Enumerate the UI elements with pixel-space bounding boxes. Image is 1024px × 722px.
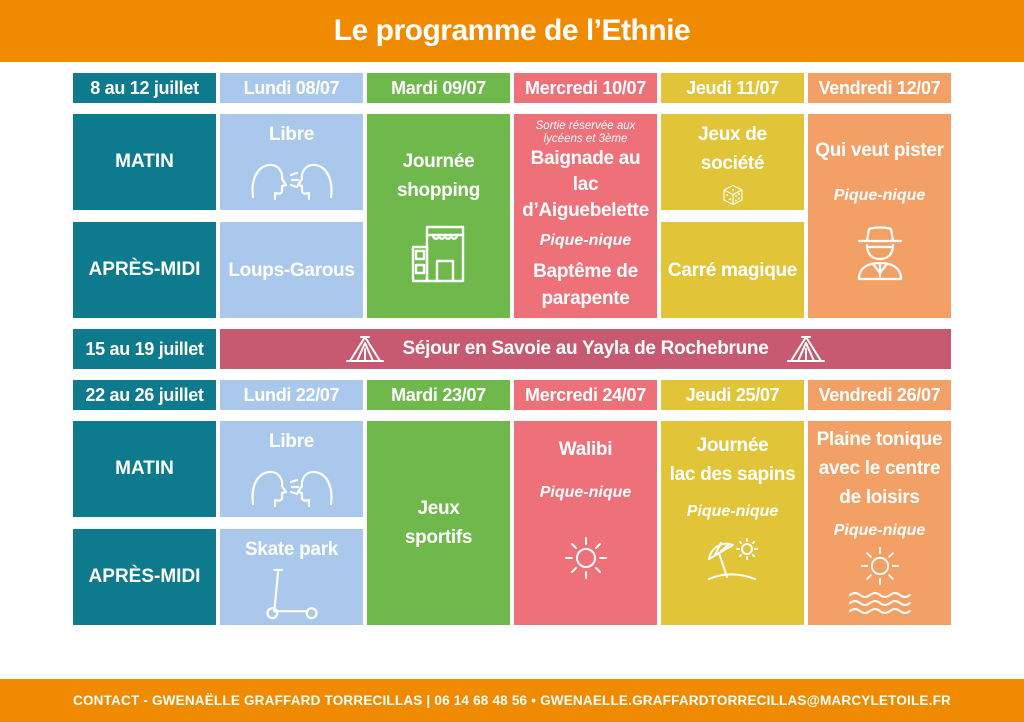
week3-range: 22 au 26 juillet — [73, 380, 216, 410]
page-title: Le programme de l’Ethnie — [0, 0, 1024, 62]
picnic-label: Pique-nique — [686, 503, 779, 520]
apres-midi-label: APRÈS-MIDI — [88, 566, 201, 587]
contact-footer: CONTACT - GWENAËLLE GRAFFARD TORRECILLAS… — [0, 679, 1024, 722]
week1-range: 8 au 12 juillet — [73, 73, 216, 103]
activity-line: Jeux — [417, 498, 460, 519]
waves-icon — [848, 592, 911, 614]
activity-line: Baptême de — [533, 261, 638, 282]
activity-title: Walibi — [558, 439, 613, 460]
activity-title: Loups-Garous — [228, 259, 355, 281]
activity-title: Libre — [269, 124, 314, 145]
week3-apres-label: APRÈS-MIDI — [73, 529, 216, 625]
shop-icon — [411, 225, 464, 283]
week1-day-lundi: Lundi 08/07 — [220, 73, 363, 103]
matin-label: MATIN — [115, 151, 174, 172]
activity-line: Journée — [696, 435, 769, 456]
activity-line: Plaine tonique — [816, 429, 943, 450]
activity-line: Baignade au lac — [530, 148, 641, 195]
picnic-label: Pique-nique — [833, 522, 926, 539]
talking-heads-icon — [250, 163, 333, 201]
sun-icon — [564, 537, 607, 579]
apres-midi-label: APRÈS-MIDI — [88, 259, 201, 280]
week3-lundi-matin: Libre — [220, 421, 363, 517]
week3-vendredi: Plaine tonique avec le centre de loisirs… — [808, 421, 951, 625]
activity-line: d’Aiguebelette — [522, 200, 649, 221]
activity-line: avec le centre — [818, 458, 941, 479]
week3-day-lundi: Lundi 22/07 — [220, 380, 363, 410]
week1-mardi: Journée shopping — [367, 114, 510, 318]
week3-matin-label: MATIN — [73, 421, 216, 517]
week3-mercredi: Walibi Pique-nique — [514, 421, 657, 625]
activity-title: Skate park — [244, 539, 339, 560]
tent-icon — [786, 336, 825, 362]
week2-sejour: Séjour en Savoie au Yayla de Rochebrune — [220, 329, 951, 369]
picnic-label: Pique-nique — [539, 232, 632, 249]
activity-title: Qui veut pister — [815, 140, 944, 161]
beach-umbrella-icon — [707, 538, 758, 580]
sejour-title: Séjour en Savoie au Yayla de Rochebrune — [402, 338, 769, 359]
sun-icon — [860, 546, 899, 586]
week3-day-vendredi: Vendredi 26/07 — [808, 380, 951, 410]
week1-jeudi-matin: Jeux de société — [661, 114, 804, 210]
week3-mardi: Jeux sportifs — [367, 421, 510, 625]
week3-jeudi: Journée lac des sapins Pique-nique — [661, 421, 804, 625]
week1-day-jeudi: Jeudi 11/07 — [661, 73, 804, 103]
activity-line: Journée — [402, 151, 475, 172]
activity-title: Carré magique — [667, 259, 798, 281]
week1-day-mardi: Mardi 09/07 — [367, 73, 510, 103]
week1-apres-label: APRÈS-MIDI — [73, 222, 216, 318]
week1-matin-label: MATIN — [73, 114, 216, 210]
week2-range: 15 au 19 juillet — [73, 329, 216, 369]
activity-note: lycéens et 3ème — [543, 133, 628, 145]
activity-line: sportifs — [404, 527, 473, 548]
picnic-label: Pique-nique — [833, 187, 926, 204]
detective-icon — [857, 226, 902, 281]
activity-line: lac des sapins — [669, 464, 796, 485]
scooter-icon — [265, 568, 318, 620]
tent-icon — [346, 336, 384, 362]
talking-heads-icon — [250, 470, 333, 508]
week3-day-mercredi: Mercredi 24/07 — [514, 380, 657, 410]
dice-icon — [722, 184, 743, 206]
week1-mercredi: Sortie réservée aux lycéens et 3ème Baig… — [514, 114, 657, 318]
activity-title: Libre — [269, 431, 314, 452]
week3-day-mardi: Mardi 23/07 — [367, 380, 510, 410]
activity-line: parapente — [541, 288, 630, 309]
week1-lundi-apres: Loups-Garous — [220, 222, 363, 318]
week3-day-jeudi: Jeudi 25/07 — [661, 380, 804, 410]
activity-line: shopping — [396, 180, 481, 201]
activity-line: de loisirs — [839, 487, 920, 508]
week3-lundi-apres: Skate park — [220, 529, 363, 625]
week1-vendredi: Qui veut pister Pique-nique — [808, 114, 951, 318]
activity-title: Jeux de société — [698, 124, 767, 174]
week1-jeudi-apres: Carré magique — [661, 222, 804, 318]
picnic-label: Pique-nique — [539, 484, 632, 501]
week1-day-mercredi: Mercredi 10/07 — [514, 73, 657, 103]
week1-day-vendredi: Vendredi 12/07 — [808, 73, 951, 103]
matin-label: MATIN — [115, 458, 174, 479]
week1-lundi-matin: Libre — [220, 114, 363, 210]
activity-note: Sortie réservée aux — [535, 120, 636, 132]
